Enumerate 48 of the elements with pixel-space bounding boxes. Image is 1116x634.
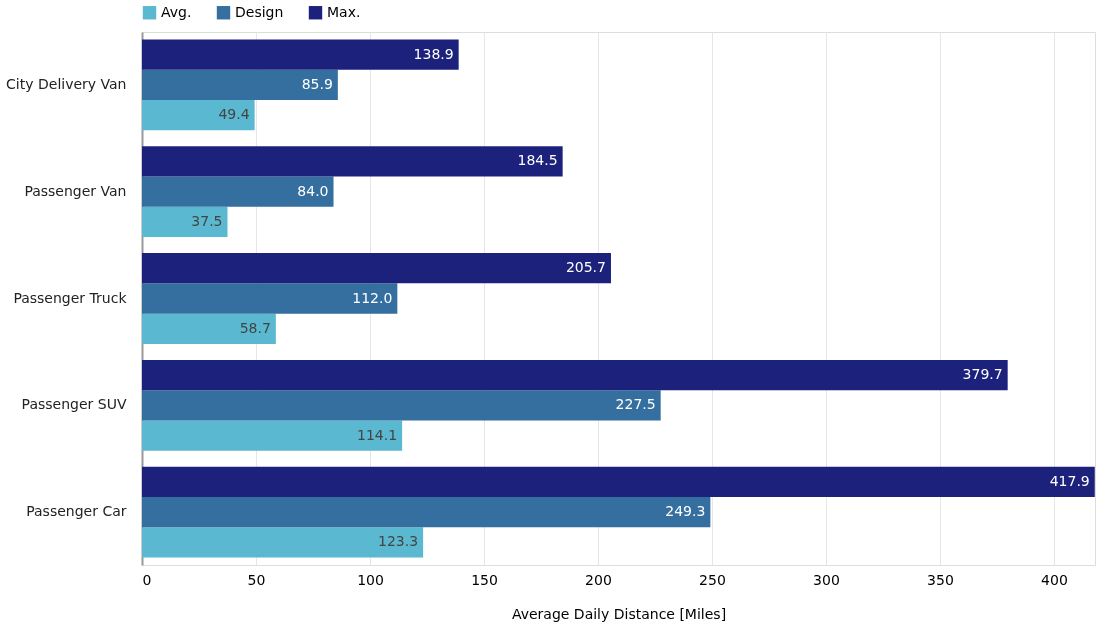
data-label: 58.7 <box>239 319 271 336</box>
y-tick-label: Passenger Truck <box>13 289 128 306</box>
bar <box>142 283 398 314</box>
y-tick-label: Passenger Van <box>24 182 127 199</box>
data-label: 138.9 <box>413 45 454 62</box>
bar <box>142 313 276 344</box>
legend-label: Max. <box>327 3 361 20</box>
x-tick-label: 400 <box>1041 571 1068 588</box>
bar <box>142 253 611 284</box>
data-label: 85.9 <box>301 75 333 92</box>
bar <box>142 100 255 131</box>
x-tick-label: 100 <box>357 571 384 588</box>
x-tick-label: 0 <box>142 571 152 588</box>
bar <box>142 176 334 207</box>
y-tick-label: Passenger SUV <box>21 396 127 413</box>
data-label: 123.3 <box>378 533 419 550</box>
x-axis-title: Average Daily Distance [Miles] <box>511 605 727 622</box>
bar <box>142 359 1008 391</box>
x-tick-label: 50 <box>247 571 266 588</box>
bar <box>142 527 424 558</box>
data-label: 227.5 <box>615 396 656 413</box>
legend-label: Avg. <box>161 3 192 20</box>
data-label: 249.3 <box>665 503 706 520</box>
bar <box>142 390 661 421</box>
bar <box>142 420 403 451</box>
data-label: 417.9 <box>1049 472 1090 489</box>
y-tick-label: Passenger Car <box>26 503 127 520</box>
legend-label: Design <box>235 3 284 20</box>
data-label: 205.7 <box>565 259 606 276</box>
x-tick-label: 300 <box>813 571 840 588</box>
data-label: 184.5 <box>517 152 558 169</box>
bar <box>142 39 459 70</box>
x-tick-label: 200 <box>585 571 612 588</box>
bar <box>142 146 563 177</box>
x-tick-label: 150 <box>471 571 498 588</box>
y-tick-label: City Delivery Van <box>6 75 127 92</box>
data-label: 49.4 <box>218 106 250 123</box>
data-label: 114.1 <box>357 426 398 443</box>
data-label: 84.0 <box>297 182 329 199</box>
data-label: 37.5 <box>191 212 223 229</box>
bar <box>142 69 338 100</box>
bar <box>142 497 711 528</box>
x-tick-label: 350 <box>927 571 954 588</box>
data-label: 379.7 <box>962 366 1003 383</box>
data-label: 112.0 <box>352 289 393 306</box>
bar <box>142 206 228 238</box>
x-tick-label: 250 <box>699 571 726 588</box>
bar <box>142 466 1095 497</box>
